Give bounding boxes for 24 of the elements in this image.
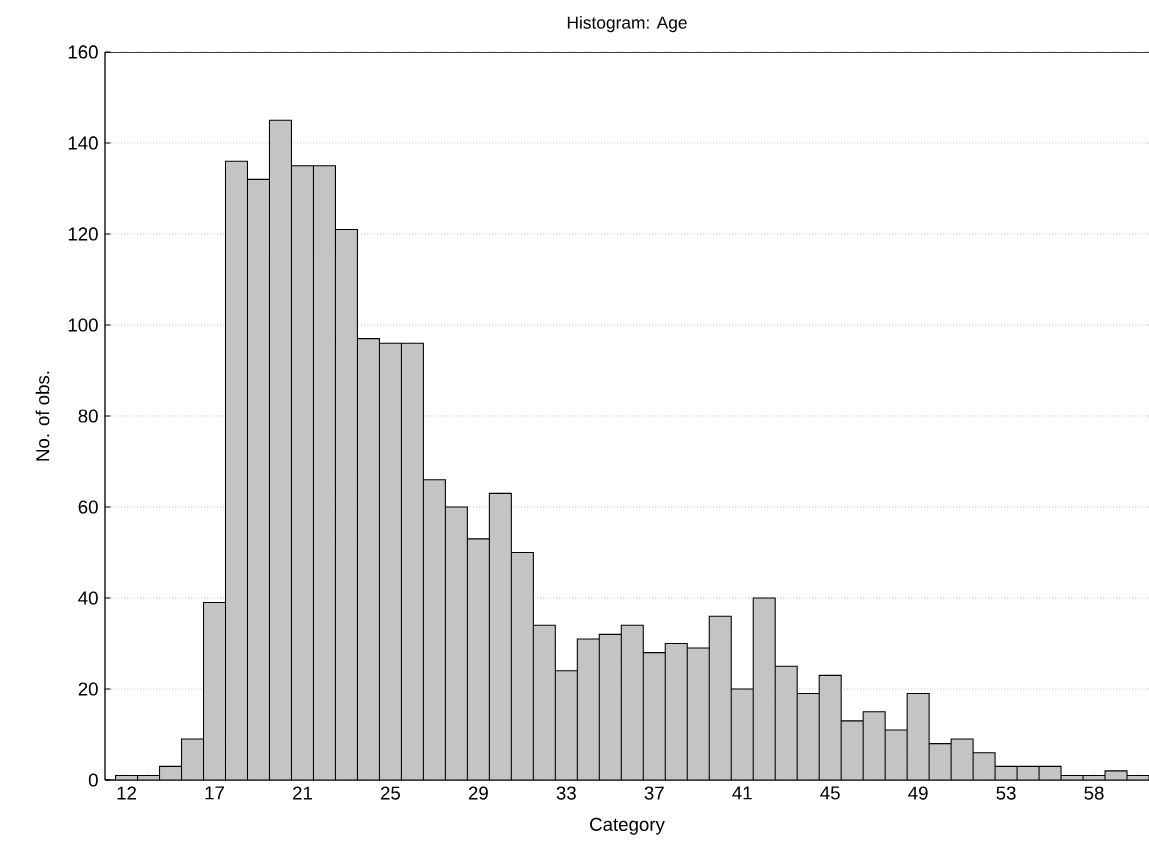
y-tick-label: 0 [88,773,98,787]
chart-title: Histogram: Age [567,16,687,33]
x-tick-label: 58 [1084,786,1104,800]
y-tick-label: 100 [68,318,98,332]
y-tick-label: 160 [68,45,98,59]
x-tick-label: 37 [644,786,664,800]
x-tick-label: 29 [468,786,488,800]
y-tick-label: 20 [78,682,98,696]
x-tick-label: 25 [380,786,401,800]
y-tick-label: 120 [68,227,98,241]
y-tick-label: 60 [78,500,98,514]
y-axis-title: No. of obs. [35,371,50,461]
x-tick-label: 21 [293,786,312,800]
x-axis-title: Category [590,817,665,835]
x-tick-label: 49 [908,786,928,800]
x-tick-label: 17 [205,786,224,800]
y-tick-label: 80 [78,409,98,423]
x-tick-label: 12 [117,786,136,800]
y-tick-label: 140 [68,136,98,150]
x-tick-label: 53 [996,786,1016,800]
x-tick-label: 33 [556,786,576,800]
x-tick-label: 41 [732,786,752,800]
y-tick-label: 40 [78,591,98,605]
x-tick-label: 45 [820,786,840,800]
